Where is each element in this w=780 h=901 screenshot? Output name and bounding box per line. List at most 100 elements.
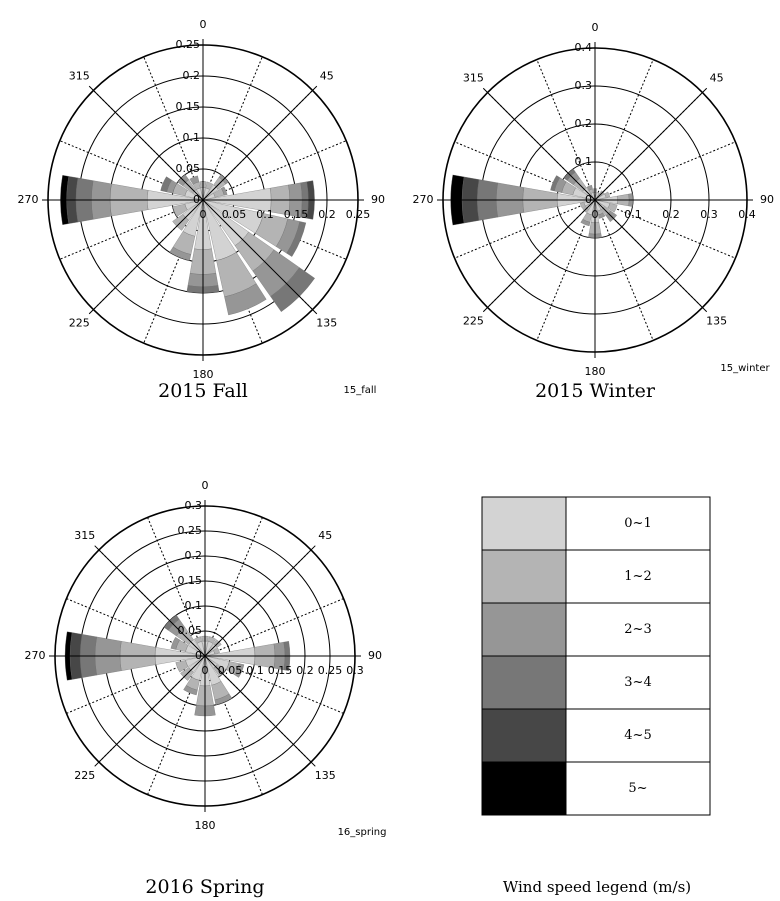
legend-label: 0~1	[624, 516, 651, 531]
angle-tick-label: 90	[371, 193, 385, 206]
wind-wedge	[286, 221, 307, 257]
radial-tick-label: 0.1	[246, 664, 264, 677]
angle-tick-label: 270	[413, 193, 434, 206]
radial-tick-label: 0	[195, 649, 202, 662]
wind-wedge	[214, 693, 233, 705]
legend-cell	[565, 602, 711, 657]
legend-label: 2~3	[624, 622, 651, 637]
angle-tick-label: 315	[463, 71, 484, 84]
radial-tick-label: 0	[193, 193, 200, 206]
angle-grid-line	[88, 85, 204, 201]
angle-tick-label: 0	[202, 479, 209, 492]
legend-label: 3~4	[624, 675, 651, 690]
radial-tick-label: 0.25	[176, 38, 201, 51]
angle-tick-label: 45	[710, 71, 724, 84]
angle-grid-line	[482, 87, 596, 201]
radial-tick-label: 0.2	[185, 549, 203, 562]
chart-title: 2016 Spring	[145, 876, 264, 898]
wind-wedge	[170, 636, 180, 650]
chart-tag: 16_spring	[338, 827, 387, 838]
angle-tick-label: 45	[318, 529, 332, 542]
angle-tick-label: 135	[706, 315, 727, 328]
wind-wedge	[221, 186, 228, 196]
angle-tick-label: 225	[69, 317, 90, 330]
chart-title: 2015 Winter	[535, 380, 656, 402]
radial-tick-label: 0.2	[575, 117, 593, 130]
angle-grid-line	[482, 199, 596, 313]
wind-wedge	[604, 191, 611, 198]
radial-tick-label: 0.05	[176, 162, 201, 175]
angle-tick-label: 180	[585, 365, 606, 378]
legend-swatch	[481, 602, 567, 657]
radial-tick-label: 0.4	[738, 208, 756, 221]
chart-tag: 15_fall	[344, 385, 377, 396]
wind-wedge	[598, 212, 606, 219]
legend-swatch	[481, 761, 567, 816]
angle-grid-line	[202, 85, 318, 201]
wind-wedge	[607, 203, 618, 213]
radial-tick-label: 0.3	[185, 499, 203, 512]
radial-tick-label: 0.2	[318, 208, 336, 221]
angle-tick-label: 0	[592, 21, 599, 34]
wind-wedge	[586, 184, 593, 191]
legend-cell	[565, 761, 711, 816]
angle-grid-line	[204, 545, 316, 657]
radial-tick-label: 0.3	[700, 208, 718, 221]
direction-grid-line	[202, 56, 263, 201]
radial-tick-label: 0.15	[284, 208, 309, 221]
radial-tick-label: 0.05	[178, 624, 203, 637]
legend-swatch	[481, 496, 567, 551]
legend-title: Wind speed legend (m/s)	[503, 878, 691, 896]
angle-tick-label: 270	[18, 193, 39, 206]
angle-grid-line	[202, 199, 318, 315]
radial-tick-label: 0.4	[575, 41, 593, 54]
radial-tick-label: 0.1	[575, 155, 593, 168]
angle-tick-label: 225	[74, 769, 95, 782]
wind-wedge	[172, 203, 188, 217]
angle-tick-label: 0	[200, 18, 207, 31]
wind-wedge	[579, 202, 586, 209]
legend-label: 5~	[628, 781, 647, 796]
wind-wedge	[234, 663, 245, 678]
radial-tick-label: 0.15	[178, 574, 203, 587]
radial-tick-label: 0.15	[268, 664, 293, 677]
wind-wedge	[194, 636, 202, 644]
wind-wedge	[224, 283, 267, 316]
wind-wedge	[160, 176, 172, 193]
legend-label: 1~2	[624, 569, 651, 584]
radial-tick-label: 0.2	[662, 208, 680, 221]
angle-tick-label: 315	[74, 529, 95, 542]
wind-wedge	[594, 192, 600, 201]
wind-wedge	[189, 175, 200, 185]
chart-tag: 15_winter	[720, 363, 770, 374]
radial-tick-label: 0	[200, 208, 207, 221]
radial-tick-label: 0.1	[256, 208, 274, 221]
radial-tick-label: 0.25	[318, 664, 343, 677]
angle-tick-label: 180	[193, 368, 214, 381]
direction-grid-line	[202, 140, 347, 201]
radial-tick-label: 0.1	[624, 208, 642, 221]
wind-wedge	[213, 647, 220, 655]
legend-swatch	[481, 655, 567, 710]
angle-tick-label: 270	[25, 649, 46, 662]
angle-tick-label: 45	[320, 69, 334, 82]
angle-grid-line	[88, 199, 204, 315]
radial-tick-label: 0.15	[176, 100, 201, 113]
radial-tick-label: 0.25	[178, 524, 203, 537]
radial-tick-label: 0.2	[296, 664, 314, 677]
angle-tick-label: 315	[69, 69, 90, 82]
wind-wedge	[169, 246, 192, 261]
angle-tick-label: 135	[315, 769, 336, 782]
wind-wedge	[183, 685, 198, 696]
chart-title: 2015 Fall	[158, 380, 248, 402]
legend-cell	[565, 655, 711, 710]
radial-tick-label: 0	[585, 193, 592, 206]
angle-grid-line	[594, 87, 708, 201]
legend-cell	[565, 708, 711, 763]
radial-tick-label: 0.2	[183, 69, 201, 82]
wind-wedge	[208, 636, 216, 644]
radial-tick-label: 0	[592, 208, 599, 221]
angle-grid-line	[94, 545, 206, 657]
legend-cell	[565, 549, 711, 604]
radial-tick-label: 0.1	[185, 599, 203, 612]
